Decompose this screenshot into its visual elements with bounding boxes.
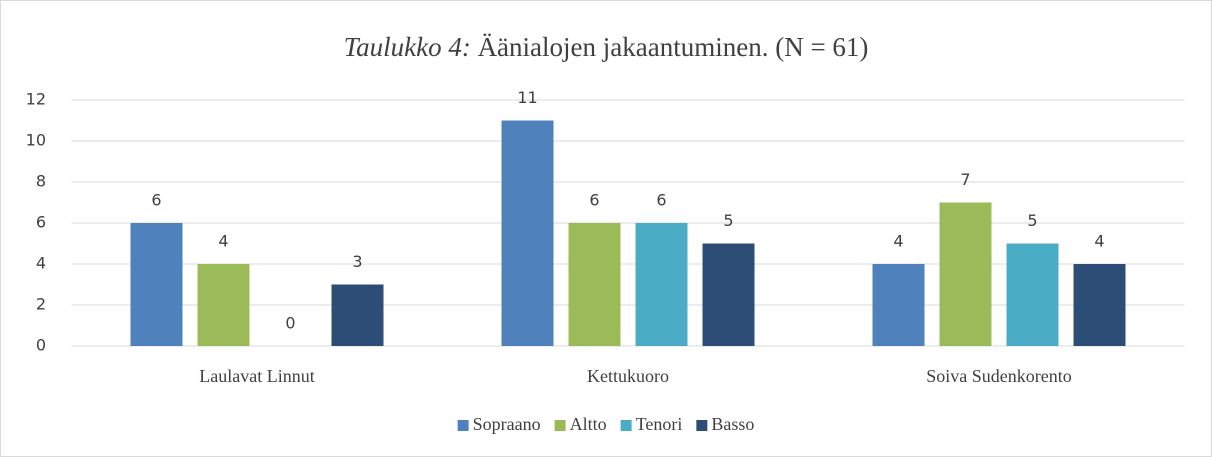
bar (702, 243, 755, 346)
bar (939, 202, 992, 346)
data-label: 4 (1094, 232, 1104, 251)
bar (872, 264, 925, 346)
bar (197, 264, 250, 346)
legend-swatch (554, 420, 566, 431)
title-text: Äänialojen jakaantuminen. (N = 61) (471, 32, 869, 62)
legend-label: Sopraano (473, 414, 541, 434)
legend-label: Altto (570, 414, 607, 434)
x-tick-label: Soiva Sudenkorento (926, 366, 1072, 386)
y-tick-label: 10 (26, 131, 46, 150)
data-label: 5 (723, 211, 733, 230)
data-label: 11 (517, 88, 537, 107)
y-tick-label: 6 (36, 213, 46, 232)
legend-swatch (696, 420, 708, 431)
y-tick-label: 8 (36, 172, 46, 191)
data-label: 6 (589, 191, 599, 210)
y-tick-label: 2 (36, 295, 46, 314)
y-tick-label: 12 (26, 90, 46, 109)
bar (635, 223, 688, 346)
y-tick-label: 0 (36, 336, 46, 355)
legend-label: Tenori (636, 414, 683, 434)
data-label: 5 (1027, 211, 1037, 230)
x-tick-label: Kettukuoro (587, 366, 669, 386)
bar (1006, 243, 1059, 346)
data-label: 6 (656, 191, 666, 210)
y-tick-label: 4 (36, 254, 46, 273)
bar (1073, 264, 1126, 346)
bar (501, 120, 554, 346)
data-label: 3 (352, 252, 362, 271)
data-label: 4 (218, 232, 228, 251)
bar (568, 223, 621, 346)
legend-swatch (620, 420, 632, 431)
data-label: 7 (960, 170, 970, 189)
legend-label: Basso (711, 414, 754, 434)
bar (130, 223, 183, 346)
data-label: 4 (893, 232, 903, 251)
bar (331, 284, 384, 346)
x-tick-label: Laulavat Linnut (199, 366, 314, 386)
title-prefix: Taulukko 4: (344, 32, 471, 62)
data-label: 6 (151, 191, 161, 210)
chart-title: Taulukko 4: Äänialojen jakaantuminen. (N… (344, 32, 869, 62)
data-label: 0 (285, 314, 295, 333)
legend-swatch (457, 420, 469, 431)
